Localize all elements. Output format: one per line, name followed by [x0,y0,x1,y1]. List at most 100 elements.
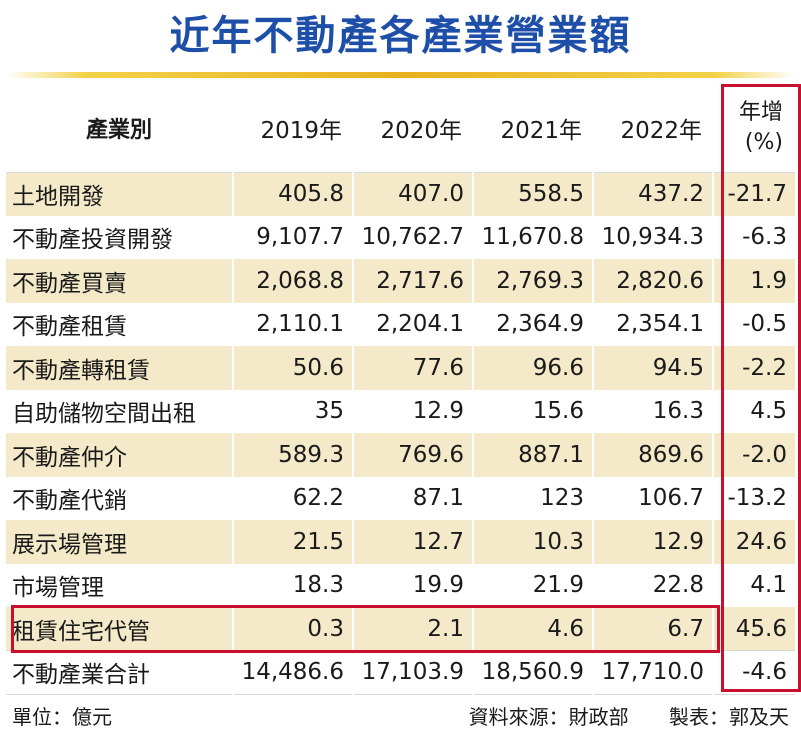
revenue-cell: 94.5 [593,346,714,390]
table-body: 土地開發 405.8 407.0 558.5 437.2 -21.7 不動產投資開發 9,10… [6,172,795,695]
table-row: 展示場管理 21.5 12.7 10.3 12.9 24.6 [6,520,795,564]
growth-cell: 4.1 [713,563,795,607]
revenue-cell: 16.3 [593,389,714,433]
revenue-cell: 2,717.6 [353,259,474,303]
header-growth-line2: (%) [744,129,783,155]
growth-cell: 4.5 [713,389,795,433]
revenue-cell: 407.0 [353,172,474,216]
revenue-cell: 106.7 [593,476,714,520]
table-row: 不動產投資開發 9,107.7 10,762.7 11,670.8 10,934.3 -6… [6,215,795,259]
maker-note: 製表：郭及天 [669,705,789,729]
revenue-cell: 12.7 [353,520,474,564]
title-area: 近年不動產各產業營業額 [0,0,801,80]
revenue-cell: 10,762.7 [353,215,474,259]
industry-name: 不動產投資開發 [6,215,234,259]
revenue-cell: 22.8 [593,563,714,607]
revenue-cell: 15.6 [473,389,594,433]
revenue-cell: 11,670.8 [473,215,594,259]
growth-cell: 45.6 [713,607,795,651]
revenue-cell: 6.7 [593,607,714,651]
revenue-cell: 2,110.1 [233,302,354,346]
revenue-cell: 9,107.7 [233,215,354,259]
revenue-cell: 4.6 [473,607,594,651]
table-row: 不動產轉租賃 50.6 77.6 96.6 94.5 -2.2 [6,346,795,390]
revenue-cell: 887.1 [473,433,594,477]
unit-note: 單位：億元 [12,705,112,729]
table-row: 不動產買賣 2,068.8 2,717.6 2,769.3 2,820.6 1.9 [6,259,795,303]
header-industry: 產業別 [6,84,234,173]
revenue-cell: 2,364.9 [473,302,594,346]
table-row: 租賃住宅代管 0.3 2.1 4.6 6.7 45.6 [6,607,795,651]
revenue-cell: 0.3 [233,607,354,651]
header-year: 2020年 [353,84,474,173]
table-row: 不動產代銷 62.2 87.1 123 106.7 -13.2 [6,476,795,520]
revenue-cell: 869.6 [593,433,714,477]
revenue-cell: 2,820.6 [593,259,714,303]
industry-name: 不動產租賃 [6,302,234,346]
table-row-total: 不動產業合計 14,486.6 17,103.9 18,560.9 17,710.0 -4… [6,650,795,695]
title-underline [6,72,795,78]
industry-name: 自助儲物空間出租 [6,389,234,433]
header-year: 2022年 [593,84,714,173]
header-growth: 年增 (%) [713,84,795,173]
revenue-cell: 2,769.3 [473,259,594,303]
revenue-cell: 19.9 [353,563,474,607]
source-note: 資料來源：財政部 [468,705,629,729]
revenue-cell: 2.1 [353,607,474,651]
revenue-cell: 50.6 [233,346,354,390]
revenue-cell: 18.3 [233,563,354,607]
growth-cell: 24.6 [713,520,795,564]
header-growth-line1: 年增 [738,99,783,125]
revenue-cell: 17,710.0 [593,650,714,695]
growth-cell: -4.6 [713,650,795,695]
revenue-cell: 12.9 [353,389,474,433]
revenue-cell: 589.3 [233,433,354,477]
growth-cell: -2.2 [713,346,795,390]
revenue-cell: 437.2 [593,172,714,216]
industry-name: 不動產業合計 [6,650,234,695]
revenue-cell: 2,204.1 [353,302,474,346]
table-row: 不動產租賃 2,110.1 2,204.1 2,364.9 2,354.1 -0.5 [6,302,795,346]
revenue-cell: 96.6 [473,346,594,390]
revenue-cell: 17,103.9 [353,650,474,695]
industry-name: 租賃住宅代管 [6,607,234,651]
industry-name: 不動產代銷 [6,476,234,520]
revenue-cell: 10.3 [473,520,594,564]
revenue-cell: 12.9 [593,520,714,564]
credits: 資料來源：財政部 製表：郭及天 [469,701,789,730]
growth-cell: 1.9 [713,259,795,303]
revenue-cell: 123 [473,476,594,520]
industry-name: 展示場管理 [6,520,234,564]
data-table: 產業別 2019年 2020年 2021年 2022年 年增 (%) 土地開發 4… [6,84,795,695]
revenue-cell: 18,560.9 [473,650,594,695]
table-row: 不動產仲介 589.3 769.6 887.1 869.6 -2.0 [6,433,795,477]
header-year: 2019年 [233,84,354,173]
revenue-cell: 405.8 [233,172,354,216]
growth-cell: -13.2 [713,476,795,520]
growth-cell: -6.3 [713,215,795,259]
industry-name: 土地開發 [6,172,234,216]
table-row: 市場管理 18.3 19.9 21.9 22.8 4.1 [6,563,795,607]
page-title: 近年不動產各產業營業額 [169,13,632,59]
industry-name: 不動產買賣 [6,259,234,303]
table-header-row: 產業別 2019年 2020年 2021年 2022年 年增 (%) [6,84,795,173]
data-table-container: 產業別 2019年 2020年 2021年 2022年 年增 (%) 土地開發 4… [6,84,801,695]
header-year: 2021年 [473,84,594,173]
growth-cell: -21.7 [713,172,795,216]
revenue-cell: 558.5 [473,172,594,216]
revenue-cell: 62.2 [233,476,354,520]
table-row: 自助儲物空間出租 35 12.9 15.6 16.3 4.5 [6,389,795,433]
footer: 單位：億元 資料來源：財政部 製表：郭及天 [6,697,795,731]
growth-cell: -0.5 [713,302,795,346]
revenue-cell: 77.6 [353,346,474,390]
revenue-cell: 21.5 [233,520,354,564]
revenue-cell: 10,934.3 [593,215,714,259]
revenue-cell: 14,486.6 [233,650,354,695]
revenue-cell: 2,354.1 [593,302,714,346]
table-row: 土地開發 405.8 407.0 558.5 437.2 -21.7 [6,172,795,216]
revenue-cell: 35 [233,389,354,433]
growth-cell: -2.0 [713,433,795,477]
industry-name: 市場管理 [6,563,234,607]
industry-name: 不動產仲介 [6,433,234,477]
revenue-cell: 769.6 [353,433,474,477]
